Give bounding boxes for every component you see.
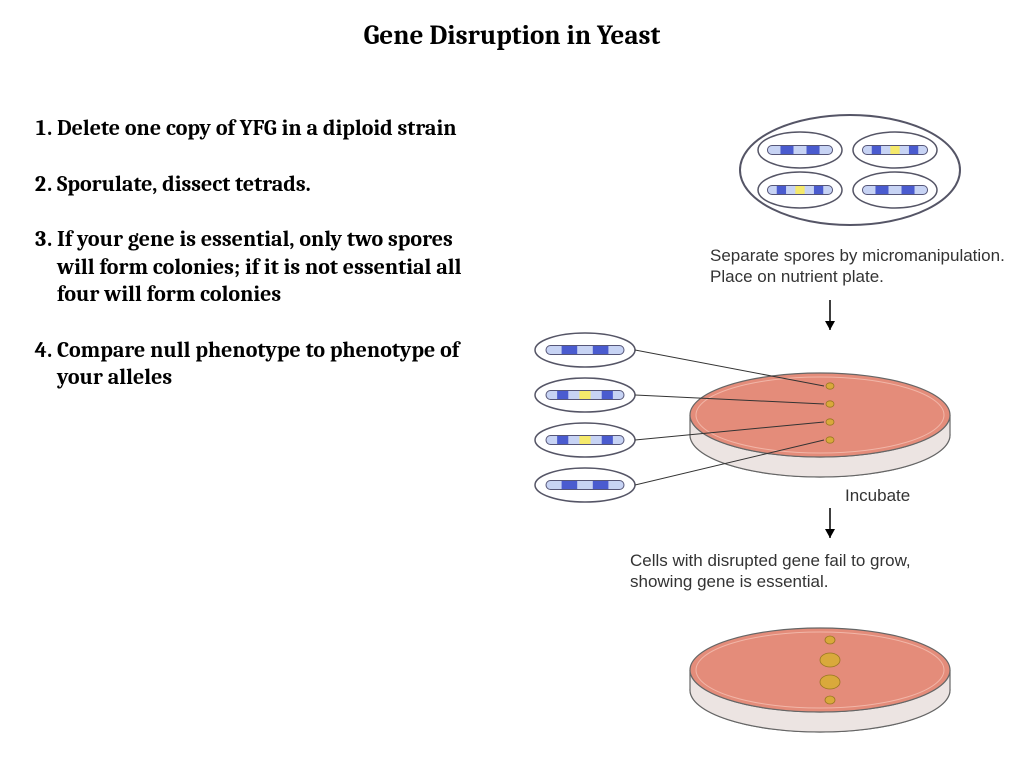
step-1: Delete one copy of YFG in a diploid stra… <box>57 115 465 143</box>
page-title: Gene Disruption in Yeast <box>0 20 1024 51</box>
caption-separate: Separate spores by micromanipulation. Pl… <box>710 245 1010 288</box>
steps-list: Delete one copy of YFG in a diploid stra… <box>25 115 465 420</box>
caption-incubate: Incubate <box>845 485 910 506</box>
step-2: Sporulate, dissect tetrads. <box>57 171 465 199</box>
caption-result: Cells with disrupted gene fail to grow, … <box>630 550 1010 593</box>
step-4: Compare null phenotype to phenotype of y… <box>57 337 465 392</box>
step-3: If your gene is essential, only two spor… <box>57 226 465 309</box>
diagram-area: Separate spores by micromanipulation. Pl… <box>500 110 1010 760</box>
